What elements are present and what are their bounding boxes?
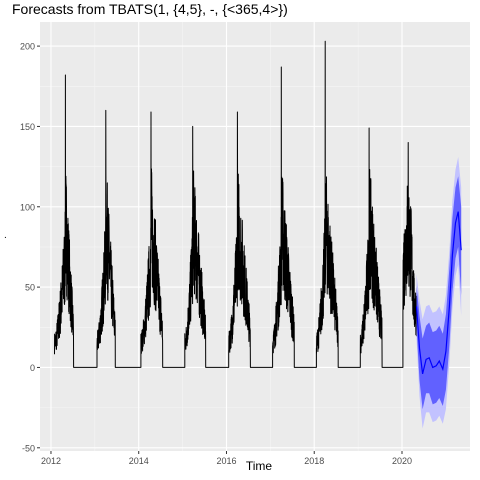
forecast-80-interval-band [416,176,462,410]
y-tick-label: 150 [20,122,35,132]
forecast-mean-line [415,211,462,375]
x-axis-label: Time [245,459,273,473]
plot-panel [40,22,470,451]
chart-title: Forecasts from TBATS(1, {4,5}, -, {<365,… [12,1,288,17]
x-tick-label: 2018 [304,456,324,466]
x-tick-label: 2012 [41,456,61,466]
y-tick-label: -50 [22,443,35,453]
history-series-line [54,40,417,368]
y-tick-label: 200 [20,42,35,52]
y-tick-label: 100 [20,202,35,212]
y-tick-label: 0 [30,363,35,373]
x-tick-label: 2020 [392,456,412,466]
y-axis-label: . [4,230,7,241]
x-tick-label: 2016 [216,456,236,466]
x-tick-label: 2014 [129,456,149,466]
y-tick-label: 50 [25,283,35,293]
